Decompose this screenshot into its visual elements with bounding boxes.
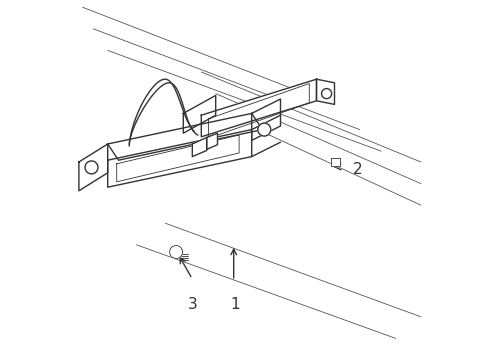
- Polygon shape: [251, 99, 280, 140]
- Polygon shape: [183, 95, 215, 133]
- Polygon shape: [206, 133, 217, 149]
- Text: 3: 3: [187, 297, 197, 312]
- Circle shape: [85, 161, 98, 174]
- Polygon shape: [330, 158, 339, 166]
- Polygon shape: [192, 138, 206, 157]
- Circle shape: [321, 89, 331, 99]
- Polygon shape: [316, 79, 334, 104]
- Polygon shape: [201, 79, 316, 137]
- Text: 2: 2: [352, 162, 362, 177]
- Polygon shape: [107, 130, 251, 187]
- Text: 1: 1: [230, 297, 240, 312]
- Polygon shape: [79, 144, 107, 191]
- Polygon shape: [107, 113, 262, 160]
- Circle shape: [257, 123, 270, 136]
- Circle shape: [169, 246, 182, 258]
